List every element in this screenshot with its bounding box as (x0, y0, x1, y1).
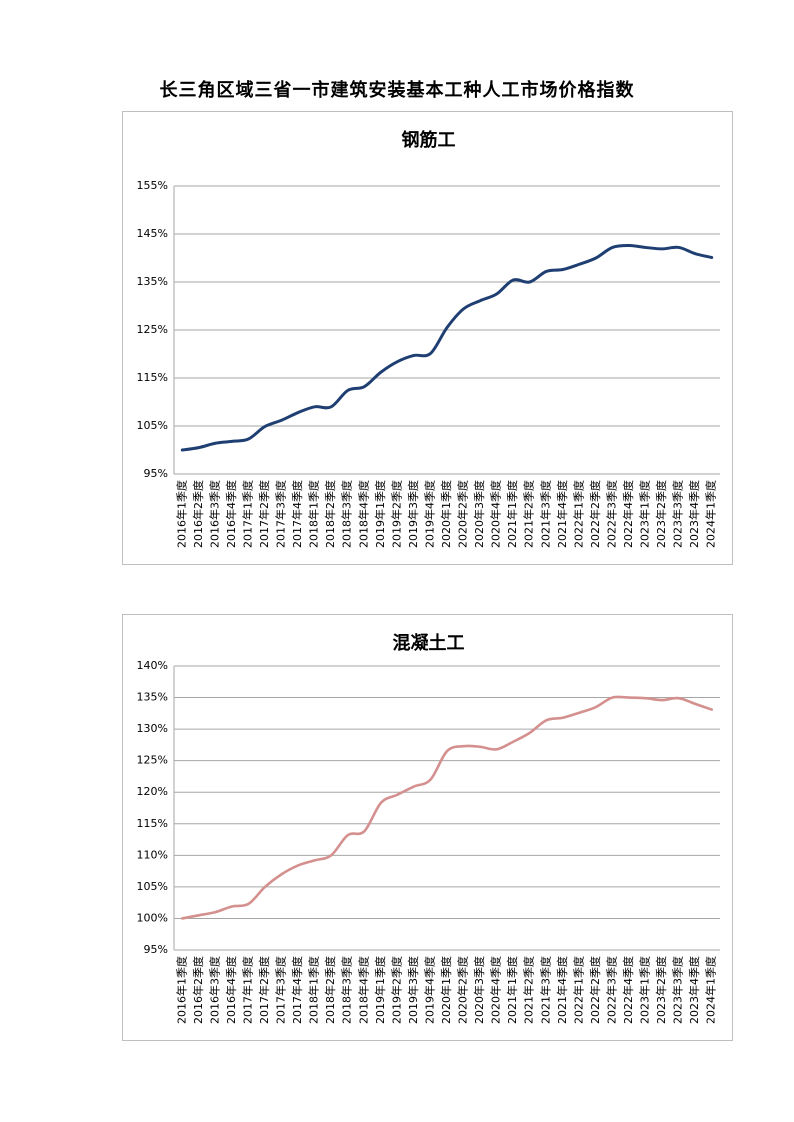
x-tick-label: 2019年1季度 (373, 956, 387, 1024)
x-tick-label: 2021年2季度 (522, 956, 536, 1024)
x-tick-label: 2022年1季度 (571, 956, 585, 1024)
series-line (180, 695, 714, 920)
x-tick-label: 2017年1季度 (240, 480, 254, 548)
x-tick-label: 2018年4季度 (356, 956, 370, 1024)
y-tick-label: 125% (137, 754, 168, 767)
y-tick-label: 140% (137, 659, 168, 672)
x-tick-label: 2016年1季度 (174, 480, 188, 548)
x-tick-label: 2017年4季度 (290, 956, 304, 1024)
y-tick-label: 105% (137, 419, 168, 432)
x-tick-label: 2024年1季度 (704, 480, 718, 548)
x-tick-label: 2017年3季度 (274, 956, 288, 1024)
x-tick-label: 2018年2季度 (323, 480, 337, 548)
x-tick-label: 2019年3季度 (406, 956, 420, 1024)
x-tick-label: 2020年3季度 (472, 956, 486, 1024)
x-tick-label: 2016年4季度 (224, 956, 238, 1024)
x-tick-label: 2018年2季度 (323, 956, 337, 1024)
x-tick-label: 2022年4季度 (621, 480, 635, 548)
x-tick-label: 2016年2季度 (191, 480, 205, 548)
y-tick-label: 110% (137, 848, 168, 861)
x-tick-label: 2019年2季度 (389, 480, 403, 548)
x-tick-label: 2023年1季度 (638, 480, 652, 548)
x-tick-label: 2019年4季度 (422, 480, 436, 548)
x-tick-label: 2021年1季度 (505, 480, 519, 548)
x-tick-label: 2021年3季度 (538, 956, 552, 1024)
x-tick-label: 2017年1季度 (240, 956, 254, 1024)
x-tick-label: 2023年2季度 (654, 956, 668, 1024)
y-tick-label: 95% (144, 943, 168, 956)
page-title: 长三角区域三省一市建筑安装基本工种人工市场价格指数 (159, 80, 635, 101)
chart-rebar-worker: 钢筋工 95% 105% 115% 125% 135% 145% 155% 2016年1季度 20… (122, 111, 733, 565)
series-line (180, 244, 714, 452)
x-tick-label: 2023年3季度 (671, 956, 685, 1024)
x-tick-label: 2017年2季度 (257, 956, 271, 1024)
x-tick-label: 2017年4季度 (290, 480, 304, 548)
x-tick-label: 2018年1季度 (307, 480, 321, 548)
y-tick-label: 125% (137, 323, 168, 336)
x-tick-label: 2020年2季度 (456, 956, 470, 1024)
x-tick-label: 2020年4季度 (489, 480, 503, 548)
x-tick-label: 2016年2季度 (191, 956, 205, 1024)
x-tick-label: 2021年4季度 (555, 956, 569, 1024)
y-tick-label: 100% (137, 911, 168, 924)
x-tick-label: 2018年3季度 (340, 480, 354, 548)
y-tick-label: 120% (137, 785, 168, 798)
y-tick-label: 135% (137, 275, 168, 288)
chart-concrete-worker-svg: 混凝土工 95% 100% 105% 110% 115% 120% 125% 130% 135% 1… (137, 632, 720, 1024)
x-tick-label: 2016年3季度 (207, 956, 221, 1024)
x-tick-label: 2021年4季度 (555, 480, 569, 548)
x-tick-label: 2023年3季度 (671, 480, 685, 548)
x-tick-label: 2018年1季度 (307, 956, 321, 1024)
x-tick-label: 2017年3季度 (274, 480, 288, 548)
x-tick-label: 2022年2季度 (588, 480, 602, 548)
x-tick-label: 2020年1季度 (439, 956, 453, 1024)
x-tick-label: 2016年3季度 (207, 480, 221, 548)
x-tick-label: 2023年2季度 (654, 480, 668, 548)
y-tick-label: 105% (137, 880, 168, 893)
x-tick-label: 2016年1季度 (174, 956, 188, 1024)
x-tick-label: 2022年3季度 (604, 480, 618, 548)
x-tick-label: 2020年1季度 (439, 480, 453, 548)
x-tick-label: 2018年3季度 (340, 956, 354, 1024)
chart-title-rebar: 钢筋工 (402, 129, 456, 151)
x-tick-label: 2019年3季度 (406, 480, 420, 548)
x-tick-label: 2020年4季度 (489, 956, 503, 1024)
x-tick-label: 2019年4季度 (422, 956, 436, 1024)
x-tick-label: 2016年4季度 (224, 480, 238, 548)
x-tick-label: 2021年1季度 (505, 956, 519, 1024)
x-tick-label: 2022年3季度 (604, 956, 618, 1024)
y-tick-label: 135% (137, 691, 168, 704)
x-tick-label: 2022年2季度 (588, 956, 602, 1024)
x-tick-label: 2021年3季度 (538, 480, 552, 548)
y-tick-label: 115% (137, 817, 168, 830)
x-tick-label: 2023年4季度 (687, 480, 701, 548)
x-tick-label: 2017年2季度 (257, 480, 271, 548)
y-tick-label: 130% (137, 722, 168, 735)
y-tick-label: 145% (137, 227, 168, 240)
x-tick-label: 2023年1季度 (638, 956, 652, 1024)
x-tick-label: 2020年3季度 (472, 480, 486, 548)
chart-title-concrete: 混凝土工 (393, 632, 465, 654)
x-tick-label: 2020年2季度 (456, 480, 470, 548)
y-tick-label: 155% (137, 179, 168, 192)
y-tick-label: 115% (137, 371, 168, 384)
x-tick-label: 2022年4季度 (621, 956, 635, 1024)
y-tick-label: 95% (144, 467, 168, 480)
x-tick-label: 2022年1季度 (571, 480, 585, 548)
x-tick-label: 2023年4季度 (687, 956, 701, 1024)
x-tick-label: 2021年2季度 (522, 480, 536, 548)
x-tick-label: 2019年2季度 (389, 956, 403, 1024)
x-tick-label: 2018年4季度 (356, 480, 370, 548)
x-tick-label: 2019年1季度 (373, 480, 387, 548)
x-tick-label: 2024年1季度 (704, 956, 718, 1024)
chart-concrete-worker: 混凝土工 95% 100% 105% 110% 115% 120% 125% 130% 135% 1… (122, 614, 733, 1041)
